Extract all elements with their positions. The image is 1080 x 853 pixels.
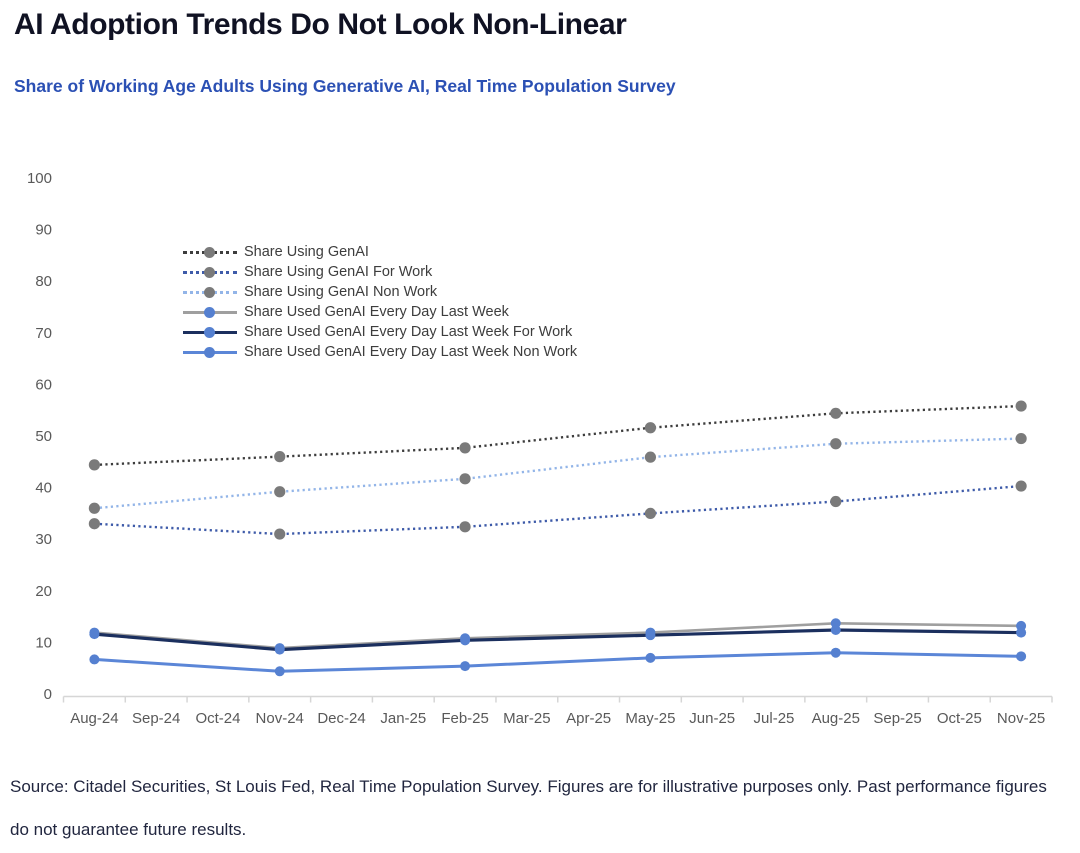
legend-label: Share Used GenAI Every Day Last Week For… xyxy=(244,324,573,340)
data-point-marker xyxy=(830,438,842,450)
data-point-marker xyxy=(88,459,100,471)
data-point-marker xyxy=(274,486,286,498)
legend-marker-dot-icon xyxy=(204,327,215,338)
legend-label: Share Using GenAI For Work xyxy=(244,264,433,280)
data-point-marker xyxy=(459,521,471,533)
legend-item: Share Using GenAI For Work xyxy=(183,262,577,282)
y-tick-label: 40 xyxy=(35,480,52,497)
data-point-marker xyxy=(1015,400,1027,412)
data-point-marker xyxy=(645,630,656,641)
series-line-5 xyxy=(94,651,1022,673)
x-tick-label: May-25 xyxy=(625,710,675,727)
data-point-marker xyxy=(1016,627,1027,638)
data-point-marker xyxy=(88,518,100,530)
data-point-marker xyxy=(1016,651,1027,662)
data-point-marker xyxy=(459,473,471,485)
y-tick-label: 50 xyxy=(35,428,52,445)
source-note: Source: Citadel Securities, St Louis Fed… xyxy=(10,777,1047,839)
x-tick-label: Jan-25 xyxy=(380,710,426,727)
legend-item: Share Using GenAI Non Work xyxy=(183,282,577,302)
data-point-marker xyxy=(459,442,471,454)
legend-item: Share Using GenAI xyxy=(183,242,577,262)
legend-swatch-icon xyxy=(183,286,237,298)
data-point-marker xyxy=(274,644,285,655)
x-tick-label: Sep-24 xyxy=(132,710,180,727)
data-point-marker xyxy=(274,528,286,540)
x-tick-label: Dec-24 xyxy=(317,710,365,727)
x-tick-label: Oct-24 xyxy=(195,710,240,727)
legend-item: Share Used GenAI Every Day Last Week For… xyxy=(183,322,577,342)
legend-swatch-icon xyxy=(183,246,237,258)
series-line-1 xyxy=(94,484,1022,536)
series-line-4 xyxy=(94,628,1022,652)
x-tick-label: Oct-25 xyxy=(937,710,982,727)
legend-marker-dot-icon xyxy=(204,347,215,358)
series-line-2 xyxy=(94,437,1022,510)
legend-marker-dot-icon xyxy=(204,307,215,318)
line-chart: 0 10 20 30 40 50 60 70 80 90 100 Aug-24 Sep-24 Oct-24… xyxy=(0,150,1080,758)
data-point-marker xyxy=(89,629,100,640)
data-point-marker xyxy=(830,647,841,658)
data-point-marker xyxy=(274,666,285,677)
y-tick-label: 70 xyxy=(35,325,52,342)
data-point-marker xyxy=(460,661,471,672)
legend-label: Share Used GenAI Every Day Last Week xyxy=(244,304,509,320)
y-tick-label: 80 xyxy=(35,273,52,290)
data-point-marker xyxy=(644,422,657,434)
x-tick-label: Aug-25 xyxy=(812,710,860,727)
y-tick-label: 20 xyxy=(35,583,52,600)
x-tick-label: Jun-25 xyxy=(689,710,735,727)
data-point-marker xyxy=(644,507,657,519)
data-point-marker xyxy=(1015,480,1027,492)
legend-label: Share Using GenAI Non Work xyxy=(244,284,438,300)
page-title: AI Adoption Trends Do Not Look Non-Linea… xyxy=(14,8,627,41)
y-tick-label: 60 xyxy=(35,376,52,393)
chart-plot-area: 0 10 20 30 40 50 60 70 80 90 100 Aug-24 Sep-24 Oct-24… xyxy=(27,170,1053,727)
chart-subtitle: Share of Working Age Adults Using Genera… xyxy=(14,76,676,96)
x-tick-label: Mar-25 xyxy=(503,710,551,727)
x-tick-label: Apr-25 xyxy=(566,710,611,727)
legend-swatch-icon xyxy=(183,266,237,278)
x-tick-label: Aug-24 xyxy=(70,710,118,727)
x-tick-label: Nov-25 xyxy=(997,710,1045,727)
y-tick-label: 0 xyxy=(44,686,52,703)
data-point-marker xyxy=(1015,432,1027,445)
legend-item: Share Used GenAI Every Day Last Week xyxy=(183,302,577,322)
data-point-marker xyxy=(830,495,842,508)
legend-label: Share Used GenAI Every Day Last Week Non… xyxy=(244,344,578,360)
x-tick-label: Jul-25 xyxy=(754,710,795,727)
data-point-marker xyxy=(830,407,842,419)
y-tick-label: 90 xyxy=(35,222,52,239)
legend-label: Share Using GenAI xyxy=(244,244,369,260)
legend-swatch-icon xyxy=(183,306,237,318)
data-point-marker xyxy=(830,625,841,636)
legend-item: Share Used GenAI Every Day Last Week Non… xyxy=(183,342,577,362)
legend-marker-dot-icon xyxy=(204,287,215,298)
x-tick-label: Sep-25 xyxy=(873,710,921,727)
y-tick-label: 30 xyxy=(35,531,52,548)
data-point-marker xyxy=(644,451,657,463)
data-point-marker xyxy=(274,451,286,463)
data-point-marker xyxy=(460,635,471,646)
data-point-marker xyxy=(88,502,100,514)
legend-marker-dot-icon xyxy=(204,267,215,278)
series-line-0 xyxy=(94,404,1022,467)
legend-swatch-icon xyxy=(183,346,237,358)
chart-legend: Share Using GenAI Share Using GenAI For W… xyxy=(183,242,577,362)
legend-marker-dot-icon xyxy=(204,247,215,258)
data-point-marker xyxy=(645,652,656,663)
x-tick-label: Feb-25 xyxy=(441,710,489,727)
y-tick-label: 10 xyxy=(35,634,52,651)
legend-swatch-icon xyxy=(183,326,237,338)
data-point-marker xyxy=(89,654,100,665)
x-tick-label: Nov-24 xyxy=(256,710,304,727)
y-tick-label: 100 xyxy=(27,170,52,187)
